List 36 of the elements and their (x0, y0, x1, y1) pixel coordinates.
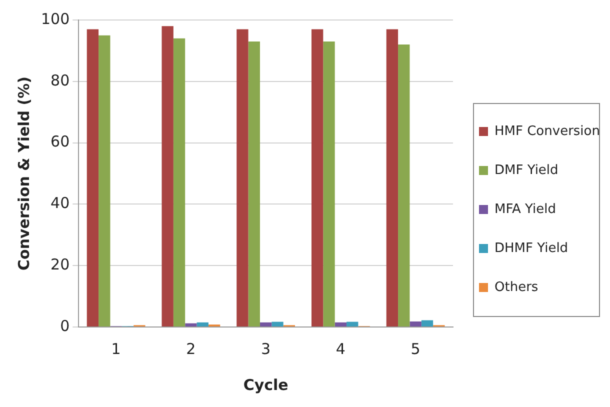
y-axis-title: Conversion & Yield (%) (14, 76, 33, 270)
bar (248, 41, 260, 326)
bar (410, 321, 422, 326)
bar (98, 35, 110, 326)
legend-label: DHMF Yield (494, 240, 568, 256)
bar (260, 322, 272, 326)
y-tick-label: 80 (50, 71, 70, 90)
bar (162, 26, 174, 326)
bar (86, 29, 99, 326)
x-tick-label: 3 (261, 340, 271, 358)
bar (173, 38, 186, 326)
bar (196, 322, 208, 326)
bar (334, 322, 347, 326)
y-tick-label: 20 (50, 255, 70, 274)
x-tick-label: 5 (410, 340, 420, 358)
x-tick-label: 2 (186, 340, 196, 358)
bar (185, 323, 197, 326)
bar (398, 44, 410, 326)
bar (236, 29, 248, 326)
x-tick-label: 1 (111, 340, 121, 358)
bar (421, 320, 434, 326)
bar (346, 322, 358, 326)
y-tick-label: 100 (40, 10, 70, 28)
legend-label: HMF Conversion (494, 124, 600, 139)
y-tick-label: 60 (50, 132, 70, 151)
x-axis-title: Cycle (243, 376, 288, 394)
bar (386, 29, 398, 326)
x-tick-label: 4 (336, 340, 346, 358)
bar (311, 29, 324, 326)
y-tick-label: 40 (50, 194, 70, 212)
bar (272, 322, 284, 326)
legend-label: DMF Yield (494, 162, 558, 178)
y-tick-label: 0 (60, 316, 70, 335)
bar (323, 41, 335, 326)
legend-label: MFA Yield (494, 202, 556, 217)
legend-label: Others (494, 280, 538, 295)
